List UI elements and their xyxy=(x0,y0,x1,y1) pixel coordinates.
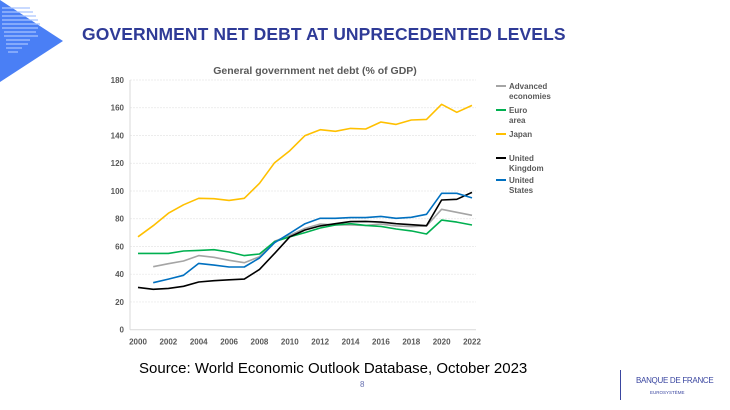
legend-label: United Kingdom xyxy=(509,154,544,173)
banque-de-france-logo: BANQUE DE FRANCE EUROSYSTÈME xyxy=(620,365,720,400)
series-line-advanced-economies xyxy=(153,208,473,268)
x-tick-label: 2004 xyxy=(190,338,208,347)
legend-label: Japan xyxy=(509,130,532,139)
series-line-euro-area xyxy=(138,219,473,257)
source-note: Source: World Economic Outlook Database,… xyxy=(139,360,528,377)
legend-label: Euro area xyxy=(509,106,527,125)
series-line-united-states xyxy=(153,192,473,284)
y-tick-label: 100 xyxy=(111,187,125,196)
y-tick-label: 160 xyxy=(111,104,125,113)
legend-label: Advanced economies xyxy=(509,82,551,101)
line-chart: General government net debt (% of GDP) 0… xyxy=(111,65,552,347)
page-number: 8 xyxy=(360,380,365,389)
x-tick-label: 2000 xyxy=(129,338,147,347)
y-tick-label: 140 xyxy=(111,131,125,140)
chart-title: General government net debt (% of GDP) xyxy=(213,65,417,77)
x-tick-label: 2008 xyxy=(251,338,269,347)
slide-title: GOVERNMENT NET DEBT AT UNPRECEDENTED LEV… xyxy=(82,24,566,44)
logo-text: BANQUE DE FRANCE xyxy=(636,376,714,385)
legend-label: United States xyxy=(509,176,534,195)
y-tick-label: 40 xyxy=(115,270,124,279)
series-line-united-kingdom xyxy=(137,191,473,291)
logo-subtext: EUROSYSTÈME xyxy=(650,390,685,395)
x-tick-label: 2002 xyxy=(159,338,177,347)
y-tick-label: 120 xyxy=(111,159,125,168)
x-tick-label: 2022 xyxy=(463,338,481,347)
x-tick-label: 2020 xyxy=(433,338,451,347)
corner-arrow-decoration xyxy=(0,0,63,82)
x-tick-label: 2018 xyxy=(402,338,420,347)
series-line-japan xyxy=(137,103,473,238)
y-tick-label: 180 xyxy=(111,76,125,85)
y-tick-label: 80 xyxy=(115,215,124,224)
y-tick-label: 20 xyxy=(115,298,124,307)
x-tick-label: 2016 xyxy=(372,338,390,347)
x-tick-label: 2010 xyxy=(281,338,299,347)
y-tick-label: 0 xyxy=(120,326,125,335)
y-tick-label: 60 xyxy=(115,242,124,251)
x-tick-label: 2014 xyxy=(342,338,360,347)
x-tick-label: 2012 xyxy=(311,338,329,347)
x-tick-label: 2006 xyxy=(220,338,238,347)
